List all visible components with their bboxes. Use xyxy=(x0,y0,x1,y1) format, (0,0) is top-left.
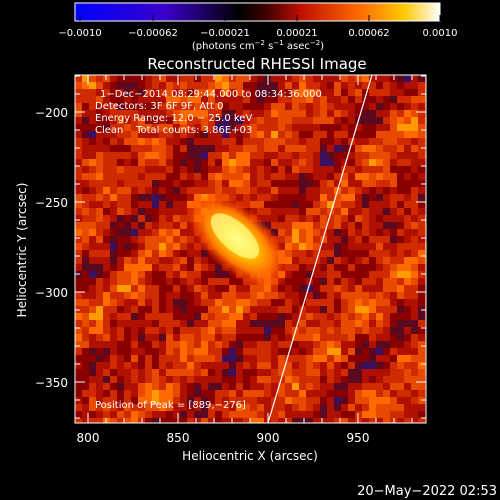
x-tick-label: 900 xyxy=(257,431,280,445)
clean-counts-text: Clean Total counts: 3.86E+03 xyxy=(95,125,252,136)
peak-position-text: Position of Peak = [889,−276] xyxy=(95,400,246,411)
timestamp: 20−May−2022 02:53 xyxy=(357,484,497,499)
y-axis-label: Heliocentric Y (arcsec) xyxy=(15,183,29,318)
colorbar-tick: −0.0010 xyxy=(58,28,101,39)
energy-range-text: Energy Range: 12.0 − 25.0 keV xyxy=(95,113,252,124)
y-tick-label: −300 xyxy=(35,286,68,300)
x-tick-label: 800 xyxy=(77,431,100,445)
y-tick-label: −350 xyxy=(35,376,68,390)
time-range-text: 1−Dec−2014 08:29:44.000 to 08:34:36.000 xyxy=(100,89,322,100)
colorbar-tick: −0.00062 xyxy=(128,28,178,39)
colorbar-unit-label: (photons cm−2 s−1 asec−2) xyxy=(192,39,324,52)
colorbar-tick: −0.00021 xyxy=(200,28,250,39)
x-tick-label: 850 xyxy=(167,431,190,445)
colorbar-tick: 0.00021 xyxy=(276,28,317,39)
y-tick-label: −250 xyxy=(35,196,68,210)
colorbar-tick: 0.0010 xyxy=(423,28,458,39)
colorbar-tick: 0.00062 xyxy=(348,28,389,39)
image-annotations: 1−Dec−2014 08:29:44.000 to 08:34:36.000 … xyxy=(95,89,322,411)
detectors-text: Detectors: 3F 6F 9F, Att 0 xyxy=(95,101,223,112)
solar-limb xyxy=(267,75,373,423)
colorbar: −0.0010 −0.00062 −0.00021 0.00021 0.0006… xyxy=(58,2,458,52)
image-title: Reconstructed RHESSI Image xyxy=(147,55,366,73)
rhessi-image xyxy=(75,75,426,423)
colorbar-gradient xyxy=(74,2,441,22)
x-tick-label: 950 xyxy=(347,431,370,445)
x-axis-label: Heliocentric X (arcsec) xyxy=(182,449,318,463)
y-tick-label: −200 xyxy=(35,106,68,120)
